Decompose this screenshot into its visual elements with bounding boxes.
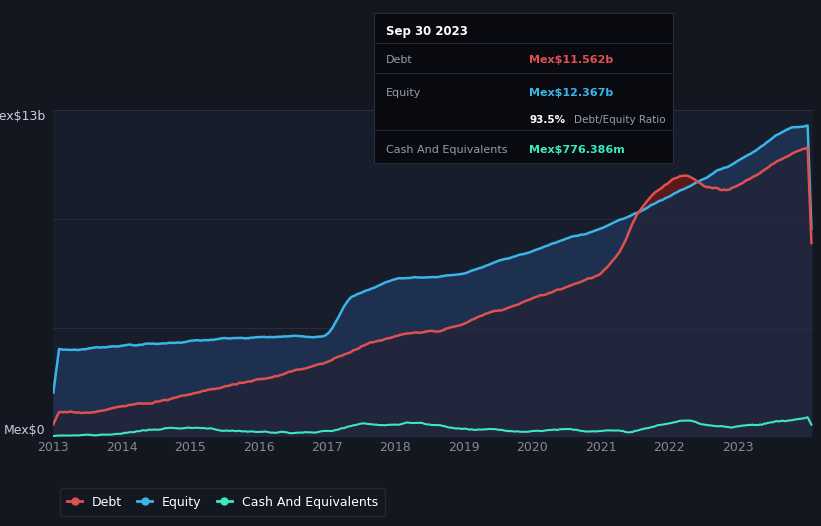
Text: Mex$776.386m: Mex$776.386m (530, 145, 625, 155)
Text: Sep 30 2023: Sep 30 2023 (386, 25, 467, 38)
Text: Mex$0: Mex$0 (4, 423, 46, 437)
Text: Mex$12.367b: Mex$12.367b (530, 88, 613, 98)
Text: Cash And Equivalents: Cash And Equivalents (386, 145, 507, 155)
Text: Mex$13b: Mex$13b (0, 110, 46, 124)
Text: Mex$11.562b: Mex$11.562b (530, 55, 613, 65)
Legend: Debt, Equity, Cash And Equivalents: Debt, Equity, Cash And Equivalents (60, 489, 385, 517)
Text: Debt: Debt (386, 55, 412, 65)
Text: Equity: Equity (386, 88, 421, 98)
Text: Debt/Equity Ratio: Debt/Equity Ratio (575, 115, 666, 125)
Text: 93.5%: 93.5% (530, 115, 566, 125)
